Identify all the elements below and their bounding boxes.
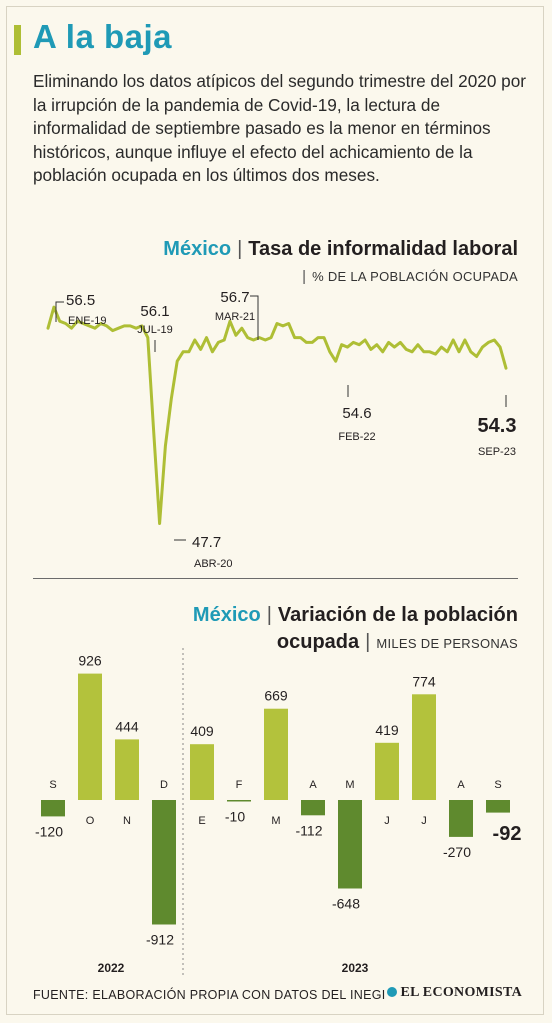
bar	[78, 673, 102, 800]
chart2-header: México | Variación de la población	[193, 604, 518, 627]
category-label: S	[49, 779, 56, 791]
brand-logo-icon	[386, 987, 397, 997]
value-label: 669	[264, 688, 288, 704]
chart1-country: México	[163, 238, 232, 260]
bar	[449, 800, 473, 837]
chart2-units-separator: |	[365, 631, 371, 653]
bar	[227, 800, 251, 802]
chart1-units: % DE LA POBLACIÓN OCUPADA	[312, 269, 518, 284]
annotation-value: 56.5	[66, 292, 95, 309]
value-label: 409	[190, 723, 214, 739]
chart2-country: México	[192, 604, 261, 626]
category-label: S	[494, 779, 501, 791]
value-label: -120	[35, 823, 63, 839]
chart2-title-line1: Variación de la población	[277, 604, 518, 626]
year-label: 2023	[342, 961, 369, 975]
chart2-separator: |	[266, 604, 272, 626]
annotation-date: ABR-20	[194, 558, 233, 570]
category-label: F	[236, 779, 243, 791]
value-label: -648	[332, 895, 360, 911]
category-label: D	[160, 779, 168, 791]
value-label: -112	[296, 822, 323, 838]
annotation-leader	[250, 295, 259, 340]
chart2-units: MILES DE PERSONAS	[376, 636, 518, 651]
chart1-separator: |	[237, 238, 243, 260]
category-label: J	[421, 815, 427, 827]
chart1-units-row: | % DE LA POBLACIÓN OCUPADA	[302, 268, 518, 286]
annotation-date: SEP-23	[478, 446, 516, 458]
section-divider	[33, 578, 518, 579]
category-label: M	[271, 815, 280, 827]
annotation-value: 54.6	[342, 405, 371, 422]
annotation-value: 56.7	[220, 289, 249, 306]
chart1-title: Tasa de informalidad laboral	[248, 238, 518, 260]
category-label: A	[309, 779, 317, 791]
annotation-date: MAR-21	[215, 311, 255, 323]
brand: EL ECONOMISTA	[386, 985, 523, 1001]
frame	[6, 6, 544, 1015]
bar	[338, 800, 362, 889]
source-note: FUENTE: ELABORACIÓN PROPIA CON DATOS DEL…	[33, 988, 386, 1002]
category-label: O	[86, 815, 95, 827]
title-accent-bar	[14, 25, 21, 55]
chart1-header: México | Tasa de informalidad laboral	[163, 238, 518, 261]
year-label: 2022	[98, 961, 125, 975]
category-label: J	[384, 815, 390, 827]
bar	[301, 800, 325, 816]
annotation-date: FEB-22	[338, 431, 375, 443]
value-label: 926	[78, 653, 102, 669]
bar	[41, 800, 65, 817]
value-label: -270	[443, 844, 471, 860]
category-label: E	[198, 815, 205, 827]
bar	[190, 744, 214, 800]
main-title: A la baja	[33, 18, 172, 55]
bar	[115, 739, 139, 800]
value-label: 419	[375, 722, 399, 738]
value-label: -912	[146, 931, 174, 947]
bar	[486, 800, 510, 813]
category-label: M	[345, 779, 354, 791]
chart1-units-separator: |	[302, 268, 307, 285]
bar	[375, 742, 399, 800]
annotation-value: 56.1	[140, 303, 169, 320]
bar	[152, 800, 176, 925]
value-label: -10	[225, 809, 245, 825]
value-label: -92	[493, 823, 522, 845]
bar	[264, 708, 288, 800]
category-label: N	[123, 815, 131, 827]
informality-line	[46, 305, 508, 525]
chart2-title-line2: ocupada	[276, 631, 360, 653]
annotation-date: ENE-19	[68, 315, 107, 327]
brand-name: EL ECONOMISTA	[400, 985, 522, 1000]
intro-text: Eliminando los datos atípicos del segund…	[33, 71, 526, 185]
annotation-leader	[55, 301, 64, 322]
annotation-value: 47.7	[192, 534, 221, 551]
chart2-header-line2: ocupada | MILES DE PERSONAS	[277, 631, 518, 654]
category-label: A	[457, 779, 465, 791]
value-label: 444	[115, 718, 139, 734]
annotation-value: 54.3	[478, 415, 517, 437]
annotation-date: JUL-19	[137, 324, 172, 336]
value-label: 774	[412, 673, 436, 689]
bar	[412, 694, 436, 800]
